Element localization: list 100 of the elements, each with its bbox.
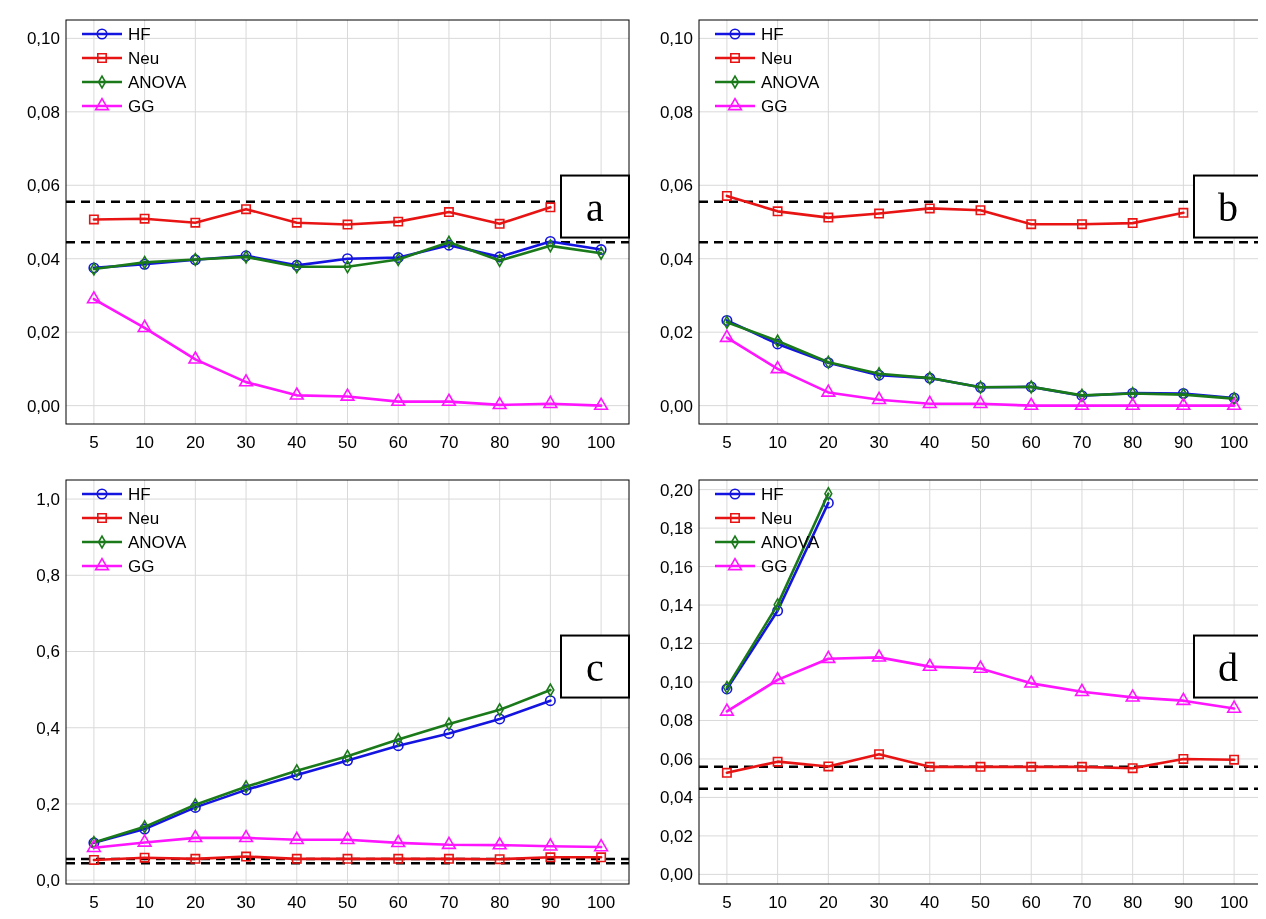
- x-tick-label: 50: [338, 433, 357, 452]
- point: [719, 703, 735, 716]
- y-tick-label: 0,4: [36, 718, 60, 738]
- y-tick-label: 0,08: [26, 102, 60, 122]
- point: [823, 212, 834, 223]
- x-tick-label: 70: [439, 893, 459, 912]
- point: [137, 834, 152, 847]
- x-tick-label: 30: [869, 893, 889, 912]
- x-tick-label: 90: [540, 433, 560, 452]
- point: [874, 208, 885, 219]
- point: [341, 755, 354, 767]
- x-tick-label: 40: [920, 433, 940, 452]
- y-tick-label: 0,02: [659, 323, 693, 343]
- x-tick-label: 80: [490, 433, 510, 452]
- point: [441, 393, 457, 407]
- point: [721, 767, 732, 778]
- point: [1178, 753, 1189, 764]
- point: [593, 397, 609, 411]
- y-tick-label: 0,8: [36, 566, 60, 586]
- x-tick-label: 30: [236, 433, 256, 452]
- y-tick-label: 0,00: [659, 865, 693, 885]
- y-tick-label: 0,02: [26, 323, 60, 343]
- point: [441, 836, 457, 850]
- x-tick-label: 60: [1021, 893, 1041, 912]
- x-tick-label: 60: [388, 433, 408, 452]
- point: [975, 761, 986, 772]
- legend-label: HF: [128, 24, 151, 44]
- point: [922, 658, 937, 672]
- y-tick-label: 0,16: [659, 557, 693, 577]
- point: [342, 853, 353, 864]
- point: [393, 853, 404, 864]
- point: [721, 190, 732, 201]
- x-tick-label: 100: [586, 893, 616, 912]
- point: [494, 713, 506, 725]
- point: [1178, 207, 1189, 218]
- point: [821, 650, 836, 664]
- y-tick-label: 0,02: [659, 826, 693, 846]
- point: [545, 202, 556, 213]
- x-tick-label: 70: [1072, 433, 1092, 452]
- point: [596, 246, 606, 260]
- point: [973, 660, 988, 673]
- point: [772, 605, 784, 617]
- point: [393, 216, 404, 227]
- legend-label: ANOVA: [128, 72, 187, 92]
- y-tick-label: 0,10: [659, 29, 693, 49]
- point: [139, 823, 151, 835]
- legend-label: Neu: [761, 508, 793, 528]
- point: [238, 373, 254, 387]
- x-tick-label: 80: [1123, 893, 1143, 912]
- legend-label: HF: [761, 24, 784, 44]
- legend-label: HF: [128, 484, 151, 504]
- x-tick-label: 90: [1173, 893, 1193, 912]
- y-tick-label: 0,06: [659, 176, 693, 196]
- x-tick-label: 50: [338, 893, 357, 912]
- x-tick-label: 100: [1219, 433, 1249, 452]
- point: [88, 214, 99, 225]
- point: [922, 395, 937, 409]
- point: [88, 855, 99, 865]
- point: [1229, 754, 1240, 765]
- point: [1127, 218, 1138, 229]
- point: [1074, 397, 1090, 411]
- point: [1127, 763, 1138, 774]
- x-tick-label: 80: [1123, 433, 1143, 452]
- point: [772, 206, 783, 217]
- point: [772, 338, 784, 350]
- y-tick-label: 0,6: [36, 642, 60, 662]
- point: [392, 740, 404, 752]
- point: [492, 836, 507, 850]
- point: [340, 388, 355, 401]
- point: [443, 853, 454, 864]
- point: [188, 351, 203, 364]
- point: [340, 831, 355, 845]
- point: [238, 829, 254, 843]
- point: [494, 218, 505, 229]
- x-tick-label: 20: [818, 433, 838, 452]
- point: [1024, 397, 1039, 411]
- point: [1226, 397, 1242, 411]
- point: [1125, 397, 1140, 411]
- annotation: a: [586, 184, 605, 230]
- x-tick-label: 100: [1219, 893, 1249, 912]
- x-tick-label: 20: [185, 433, 205, 452]
- y-tick-label: 0,0: [36, 871, 60, 891]
- point: [391, 393, 406, 407]
- point: [494, 854, 505, 865]
- x-tick-label: 60: [388, 893, 408, 912]
- point: [289, 831, 304, 845]
- x-tick-label: 50: [971, 893, 990, 912]
- annotation: d: [1218, 644, 1238, 690]
- point: [1024, 675, 1039, 688]
- y-tick-label: 0,00: [26, 396, 60, 416]
- y-tick-label: 0,10: [659, 672, 693, 692]
- legend-label: Neu: [128, 48, 160, 68]
- legend-label: Neu: [761, 48, 793, 68]
- point: [492, 396, 507, 410]
- x-tick-label: 40: [287, 893, 307, 912]
- annotation: b: [1218, 184, 1238, 230]
- y-tick-label: 0,14: [659, 596, 693, 615]
- point: [924, 203, 935, 214]
- legend-label: GG: [128, 96, 155, 116]
- x-tick-label: 30: [236, 893, 256, 912]
